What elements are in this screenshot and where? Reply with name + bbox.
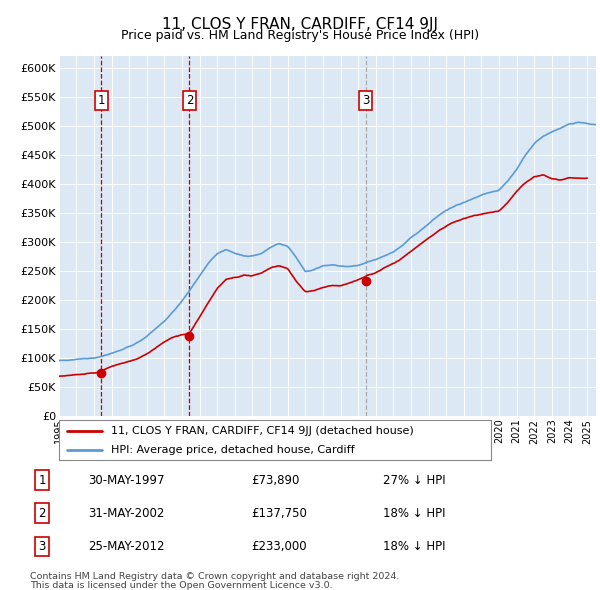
- Text: £137,750: £137,750: [251, 507, 307, 520]
- Text: HPI: Average price, detached house, Cardiff: HPI: Average price, detached house, Card…: [110, 445, 354, 455]
- Text: Contains HM Land Registry data © Crown copyright and database right 2024.: Contains HM Land Registry data © Crown c…: [30, 572, 400, 581]
- Text: 1: 1: [38, 474, 46, 487]
- Text: 2: 2: [38, 507, 46, 520]
- Text: This data is licensed under the Open Government Licence v3.0.: This data is licensed under the Open Gov…: [30, 581, 332, 590]
- Text: 3: 3: [38, 540, 46, 553]
- Text: Price paid vs. HM Land Registry's House Price Index (HPI): Price paid vs. HM Land Registry's House …: [121, 30, 479, 42]
- Text: 11, CLOS Y FRAN, CARDIFF, CF14 9JJ: 11, CLOS Y FRAN, CARDIFF, CF14 9JJ: [162, 17, 438, 31]
- Text: 27% ↓ HPI: 27% ↓ HPI: [383, 474, 446, 487]
- Text: 31-MAY-2002: 31-MAY-2002: [88, 507, 164, 520]
- Text: 25-MAY-2012: 25-MAY-2012: [88, 540, 164, 553]
- Text: 1: 1: [98, 94, 105, 107]
- Text: 30-MAY-1997: 30-MAY-1997: [88, 474, 164, 487]
- Text: 11, CLOS Y FRAN, CARDIFF, CF14 9JJ (detached house): 11, CLOS Y FRAN, CARDIFF, CF14 9JJ (deta…: [110, 427, 413, 437]
- Text: 2: 2: [185, 94, 193, 107]
- Text: 18% ↓ HPI: 18% ↓ HPI: [383, 540, 446, 553]
- Text: £73,890: £73,890: [251, 474, 299, 487]
- Text: 3: 3: [362, 94, 369, 107]
- Text: £233,000: £233,000: [251, 540, 307, 553]
- Text: 18% ↓ HPI: 18% ↓ HPI: [383, 507, 446, 520]
